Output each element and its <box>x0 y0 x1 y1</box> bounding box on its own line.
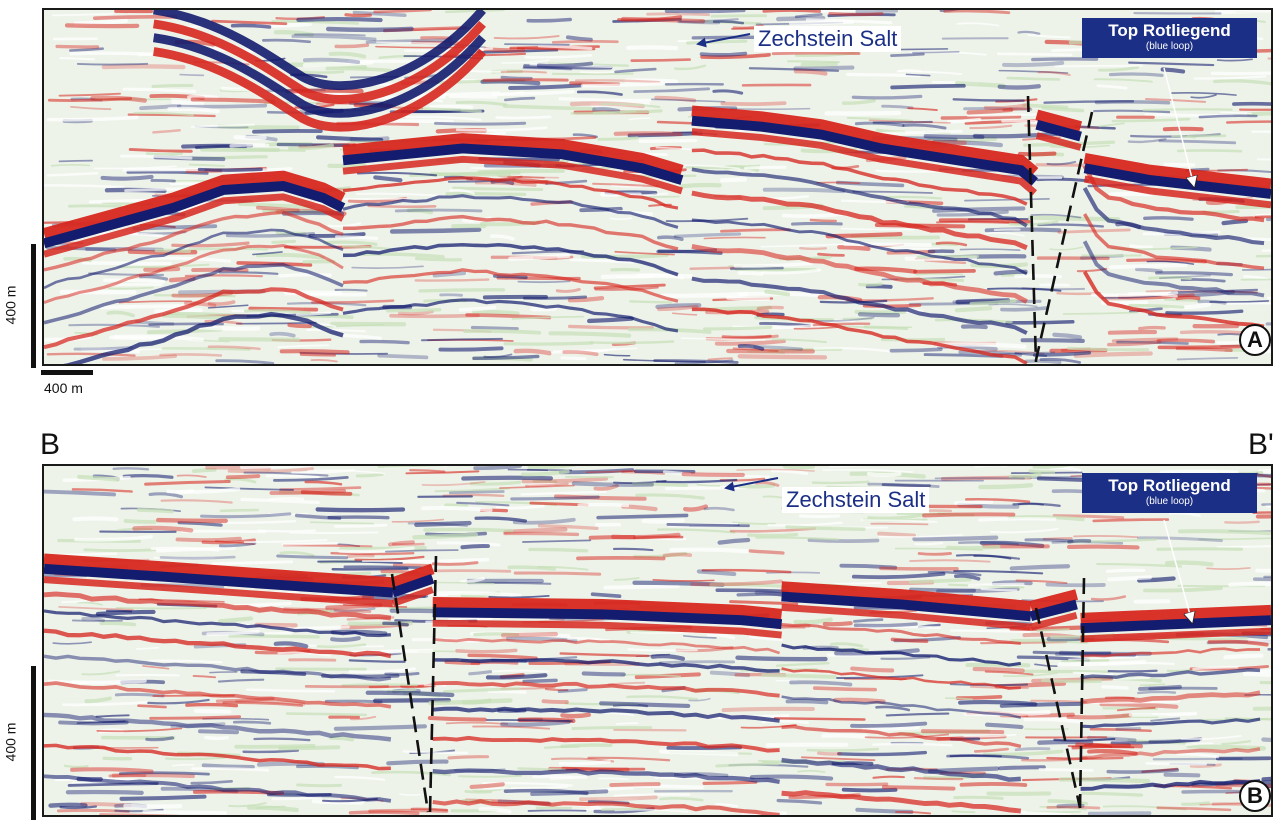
top-rotliegend-horizon-a5 <box>1083 152 1271 209</box>
blue-loop-subtitle-a: (blue loop) <box>1145 41 1194 52</box>
top-rotliegend-horizon-a2 <box>342 133 684 195</box>
panel-a-sub-reflectors-4 <box>1082 165 1265 329</box>
top-rotliegend-horizon-a3 <box>691 105 1039 196</box>
top-rotliegend-label-a: Top Rotliegend (blue loop) <box>1082 18 1257 58</box>
panel-b-sub-reflectors-1 <box>44 591 392 803</box>
top-rotliegend-horizon-b4 <box>781 581 1032 631</box>
seismic-panel-b: Zechstein Salt Top Rotliegend (blue loop… <box>42 464 1273 817</box>
vertical-scale-text-a: 400 m <box>2 285 19 325</box>
zechstein-salt-label-b: Zechstein Salt <box>782 487 930 513</box>
top-rotliegend-horizon-b6 <box>1080 604 1271 643</box>
top-rotliegend-title-a: Top Rotliegend <box>1108 21 1231 40</box>
vertical-scale-text-b: 400 m <box>2 722 19 762</box>
seismic-panel-a: Zechstein Salt Top Rotliegend (blue loop… <box>42 8 1273 366</box>
zechstein-salt-label-a: Zechstein Salt <box>754 26 902 52</box>
section-end-label-b: B' <box>1248 428 1274 461</box>
top-rotliegend-horizon-b3 <box>432 596 783 639</box>
horizontal-scale-text-a: 400 m <box>44 380 83 396</box>
panel-b-sub-reflectors-3 <box>781 623 1022 814</box>
vertical-scale-bar-b <box>31 666 36 820</box>
horizontal-scale-bar-a <box>41 370 93 375</box>
section-start-label-b: B <box>40 428 61 461</box>
blue-loop-subtitle-b: (blue loop) <box>1145 496 1194 507</box>
top-rotliegend-horizon-b1 <box>44 553 394 607</box>
top-rotliegend-title-b: Top Rotliegend <box>1108 476 1231 495</box>
panel-a-sub-reflectors-1 <box>44 210 344 364</box>
top-rotliegend-horizon-a1 <box>44 170 346 258</box>
panel-letter-b: B <box>1239 780 1271 812</box>
panel-b-sub-reflectors-4 <box>1080 647 1261 791</box>
panel-letter-a: A <box>1239 324 1271 356</box>
top-rotliegend-label-b: Top Rotliegend (blue loop) <box>1082 473 1257 513</box>
seismic-section-b <box>44 466 1271 815</box>
panel-a-sub-reflectors-3 <box>691 148 1028 364</box>
vertical-scale-bar-a <box>31 244 36 368</box>
panel-b-sub-reflectors-2 <box>432 638 781 815</box>
seismic-section-a <box>44 10 1271 364</box>
salt-basin-reflectors <box>153 10 486 132</box>
panel-a-sub-reflectors-2 <box>342 176 679 333</box>
